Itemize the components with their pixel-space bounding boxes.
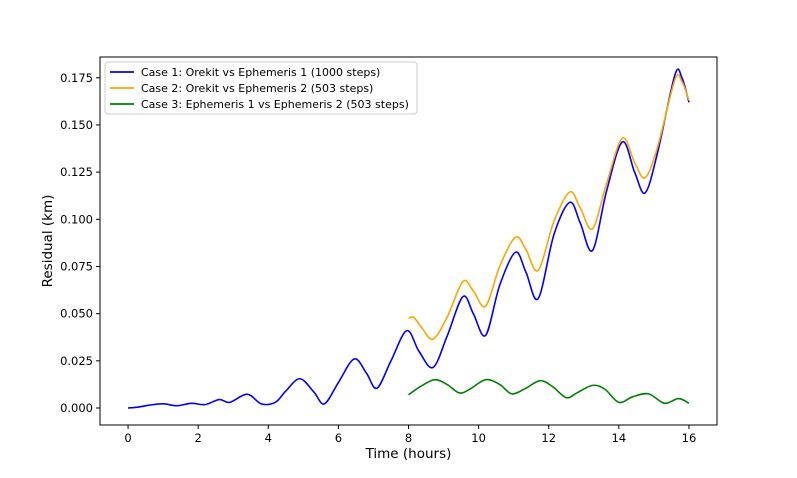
y-tick-label: 0.075 <box>60 259 93 273</box>
series-layer <box>127 68 690 409</box>
series-line-2 <box>408 73 690 341</box>
y-axis-title: Residual (km) <box>40 195 56 288</box>
y-axis: 0.000 0.025 0.050 0.075 0.100 0.125 0.150 0.175 <box>60 71 100 415</box>
y-tick-label: 0.025 <box>60 354 93 368</box>
x-tick-label: 8 <box>405 431 412 445</box>
x-tick-label: 12 <box>541 431 556 445</box>
y-tick-label: 0.125 <box>60 165 93 179</box>
series-line-1 <box>127 68 690 409</box>
legend-label-3: Case 3: Ephemeris 1 vs Ephemeris 2 (503 … <box>141 98 409 111</box>
x-axis-title: Time (hours) <box>365 446 452 462</box>
x-tick-label: 10 <box>471 431 486 445</box>
x-tick-label: 6 <box>335 431 342 445</box>
x-tick-label: 0 <box>124 431 131 445</box>
x-axis: 0 2 4 6 8 10 12 14 16 <box>124 425 696 445</box>
legend: Case 1: Orekit vs Ephemeris 1 (1000 step… <box>104 61 418 115</box>
legend-label-1: Case 1: Orekit vs Ephemeris 1 (1000 step… <box>141 66 380 79</box>
y-tick-label: 0.050 <box>60 307 93 321</box>
y-tick-label: 0.100 <box>60 212 93 226</box>
x-tick-label: 14 <box>612 431 627 445</box>
x-tick-label: 4 <box>265 431 272 445</box>
x-tick-label: 16 <box>682 431 697 445</box>
legend-box <box>104 61 418 115</box>
series-line-3 <box>408 378 690 405</box>
y-tick-label: 0.150 <box>60 118 93 132</box>
legend-label-2: Case 2: Orekit vs Ephemeris 2 (503 steps… <box>141 82 373 95</box>
y-tick-label: 0.000 <box>60 401 93 415</box>
x-tick-label: 2 <box>194 431 201 445</box>
y-tick-label: 0.175 <box>60 71 93 85</box>
